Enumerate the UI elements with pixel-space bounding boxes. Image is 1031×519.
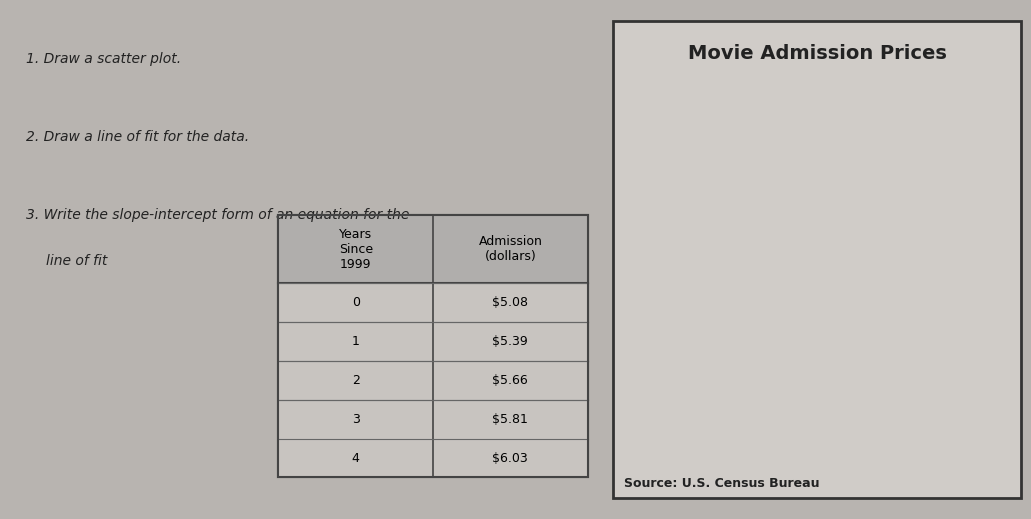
Y-axis label: Admission ($): Admission ($) xyxy=(627,208,640,316)
Text: $5.81: $5.81 xyxy=(493,413,528,426)
Text: 1: 1 xyxy=(352,335,360,348)
Text: 4: 4 xyxy=(352,452,360,465)
Text: line of fit: line of fit xyxy=(46,254,108,268)
Text: Years
Since
1999: Years Since 1999 xyxy=(338,228,373,270)
Text: Source: U.S. Census Bureau: Source: U.S. Census Bureau xyxy=(624,477,820,490)
Point xyxy=(742,309,759,317)
Point xyxy=(800,248,817,256)
X-axis label: Years Since 1999: Years Since 1999 xyxy=(771,456,904,470)
Text: 2: 2 xyxy=(352,374,360,387)
Text: 3. Write the slope-intercept form of an equation for the: 3. Write the slope-intercept form of an … xyxy=(26,208,409,222)
Text: 1. Draw a scatter plot.: 1. Draw a scatter plot. xyxy=(26,52,180,66)
Text: $6.03: $6.03 xyxy=(493,452,528,465)
Point xyxy=(859,214,875,222)
Text: $5.39: $5.39 xyxy=(493,335,528,348)
Text: 0: 0 xyxy=(352,296,360,309)
Point xyxy=(917,164,933,172)
Text: Admission
(dollars): Admission (dollars) xyxy=(478,235,542,263)
Text: $5.08: $5.08 xyxy=(493,296,528,309)
Text: Movie Admission Prices: Movie Admission Prices xyxy=(688,44,946,63)
Text: $5.66: $5.66 xyxy=(493,374,528,387)
Text: 3: 3 xyxy=(352,413,360,426)
Text: 2. Draw a line of fit for the data.: 2. Draw a line of fit for the data. xyxy=(26,130,248,144)
Point xyxy=(685,379,701,387)
